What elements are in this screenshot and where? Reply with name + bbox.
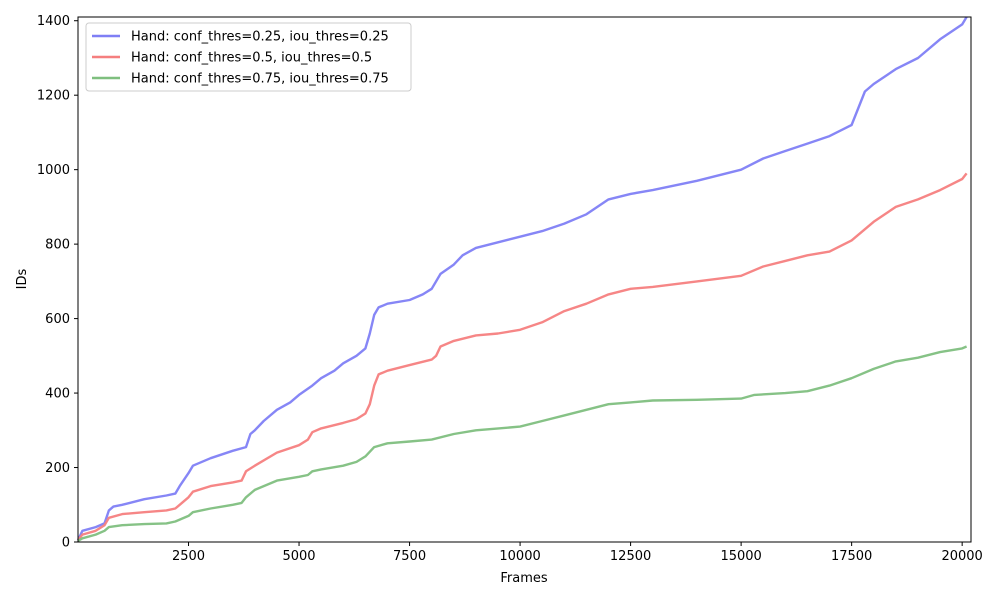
y-axis: 0 200 400 600 800 1000 1200 1400 <box>37 14 78 551</box>
legend-label-2: Hand: conf_thres=0.5, iou_thres=0.5 <box>131 51 372 66</box>
plot-area <box>76 16 972 543</box>
legend-label-3: Hand: conf_thres=0.75, iou_thres=0.75 <box>131 72 389 87</box>
series-line-3 <box>77 345 968 542</box>
y-axis-title: IDs <box>15 268 30 289</box>
x-axis-title: Frames <box>500 571 548 586</box>
y-tick-label: 1400 <box>37 14 70 29</box>
y-tick-label: 1000 <box>37 163 70 178</box>
plot-frame <box>77 16 972 543</box>
y-tick-label: 1200 <box>37 89 70 104</box>
x-tick-label: 15000 <box>720 549 761 564</box>
y-tick-label: 600 <box>45 312 70 327</box>
plot-background <box>78 17 971 542</box>
y-tick-label: 200 <box>45 461 70 476</box>
x-tick-label: 12500 <box>610 549 651 564</box>
y-tick-label: 800 <box>45 238 70 253</box>
legend-box <box>85 22 412 92</box>
legend: Hand: conf_thres=0.25, iou_thres=0.25 Han… <box>85 22 412 92</box>
series-line-2 <box>77 172 968 541</box>
x-tick-label: 7500 <box>393 549 426 564</box>
y-tick-label: 0 <box>62 536 70 551</box>
x-tick-label: 5000 <box>282 549 315 564</box>
x-tick-label: 20000 <box>941 549 982 564</box>
x-tick-label: 2500 <box>172 549 205 564</box>
legend-label-1: Hand: conf_thres=0.25, iou_thres=0.25 <box>131 30 389 45</box>
series-line-1 <box>76 16 968 541</box>
y-tick-label: 400 <box>45 387 70 402</box>
series-layer <box>76 16 968 542</box>
x-tick-label: 10000 <box>499 549 540 564</box>
legend-entries: Hand: conf_thres=0.25, iou_thres=0.25 Han… <box>92 30 389 87</box>
x-axis: 2500 5000 7500 10000 12500 15000 17500 20000 <box>172 542 983 564</box>
x-tick-label: 17500 <box>831 549 872 564</box>
